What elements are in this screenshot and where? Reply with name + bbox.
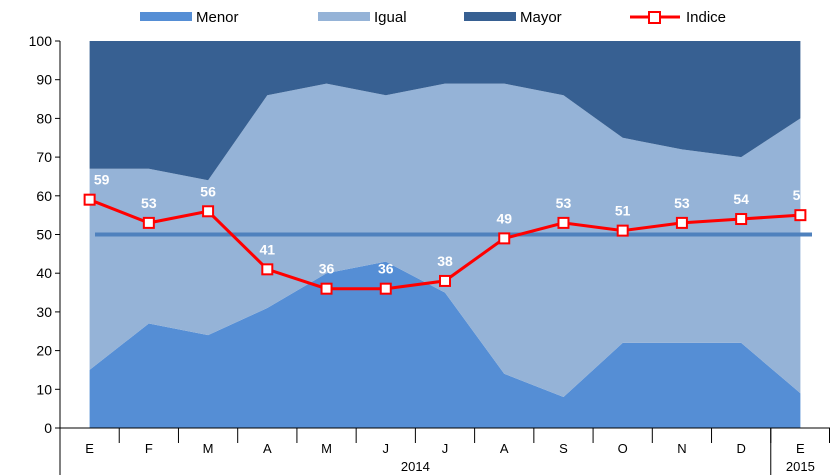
legend-label-mayor: Mayor <box>520 9 562 26</box>
plot-area: 59 53 56 41 36 36 38 49 53 51 53 54 55 <box>83 41 812 428</box>
x-category-label: E <box>85 441 94 456</box>
y-axis: 0 10 20 30 40 50 60 70 80 90 100 <box>29 33 61 436</box>
y-tick-label: 70 <box>36 149 52 165</box>
indice-marker <box>675 216 688 229</box>
y-tick-label: 20 <box>36 343 52 359</box>
y-tick-label: 0 <box>44 420 52 436</box>
y-tick-label: 90 <box>36 72 52 88</box>
data-label: 36 <box>378 261 394 277</box>
indice-marker <box>261 263 274 276</box>
x-category-label: N <box>677 441 686 456</box>
legend-label-igual: Igual <box>374 9 407 26</box>
x-category-label: A <box>500 441 509 456</box>
data-label: 53 <box>556 195 572 211</box>
x-category-label: F <box>145 441 153 456</box>
x-category-label: S <box>559 441 568 456</box>
indice-marker <box>202 205 215 218</box>
legend-swatch-menor <box>140 12 192 21</box>
x-category-label: A <box>263 441 272 456</box>
y-tick-label: 60 <box>36 188 52 204</box>
x-category-label: J <box>383 441 390 456</box>
legend-swatch-mayor <box>464 12 516 21</box>
data-label: 56 <box>200 183 216 199</box>
data-label: 38 <box>437 253 453 269</box>
x-category-label: E <box>796 441 805 456</box>
y-tick-label: 40 <box>36 265 52 281</box>
indice-marker <box>735 213 748 226</box>
y-tick-label: 80 <box>36 110 52 126</box>
indice-marker <box>142 216 155 229</box>
area-layers <box>89 41 801 428</box>
x-category-label: J <box>442 441 449 456</box>
data-label: 53 <box>674 195 690 211</box>
y-tick-label: 30 <box>36 304 52 320</box>
indice-marker <box>557 216 570 229</box>
legend-label-indice: Indice <box>686 9 726 26</box>
year-label: 2015 <box>786 459 815 474</box>
data-label: 53 <box>141 195 157 211</box>
x-category-label: M <box>203 441 214 456</box>
y-tick-label: 100 <box>29 33 53 49</box>
indice-marker <box>83 193 96 206</box>
x-category-label: D <box>736 441 745 456</box>
data-label: 36 <box>319 261 335 277</box>
indice-line-group <box>83 193 807 295</box>
data-label: 41 <box>260 241 276 257</box>
indice-marker <box>379 282 392 295</box>
data-labels: 59 53 56 41 36 36 38 49 53 51 53 54 55 <box>94 172 809 277</box>
x-category-label: O <box>618 441 628 456</box>
indice-marker <box>794 209 807 222</box>
data-label: 54 <box>733 191 749 207</box>
area-igual <box>89 83 801 397</box>
data-label: 59 <box>94 172 110 188</box>
area-menor <box>89 261 801 428</box>
area-mayor <box>89 41 801 181</box>
y-tick-label: 50 <box>36 227 52 243</box>
data-label: 51 <box>615 203 631 219</box>
indice-marker <box>320 282 333 295</box>
indice-marker <box>439 274 451 287</box>
x-axis: E F M A M J J A S O N D E 2014 2015 <box>59 427 830 475</box>
x-category-label: M <box>321 441 332 456</box>
indice-marker <box>616 224 629 237</box>
y-tick-label: 10 <box>36 381 52 397</box>
indice-marker <box>498 232 511 245</box>
data-label: 49 <box>496 210 512 226</box>
year-label: 2014 <box>401 459 430 474</box>
legend: Menor Igual Mayor Indice <box>140 9 726 26</box>
data-label: 55 <box>793 187 809 203</box>
legend-swatch-igual <box>318 12 370 21</box>
legend-marker-indice <box>648 11 661 24</box>
legend-label-menor: Menor <box>196 9 239 26</box>
